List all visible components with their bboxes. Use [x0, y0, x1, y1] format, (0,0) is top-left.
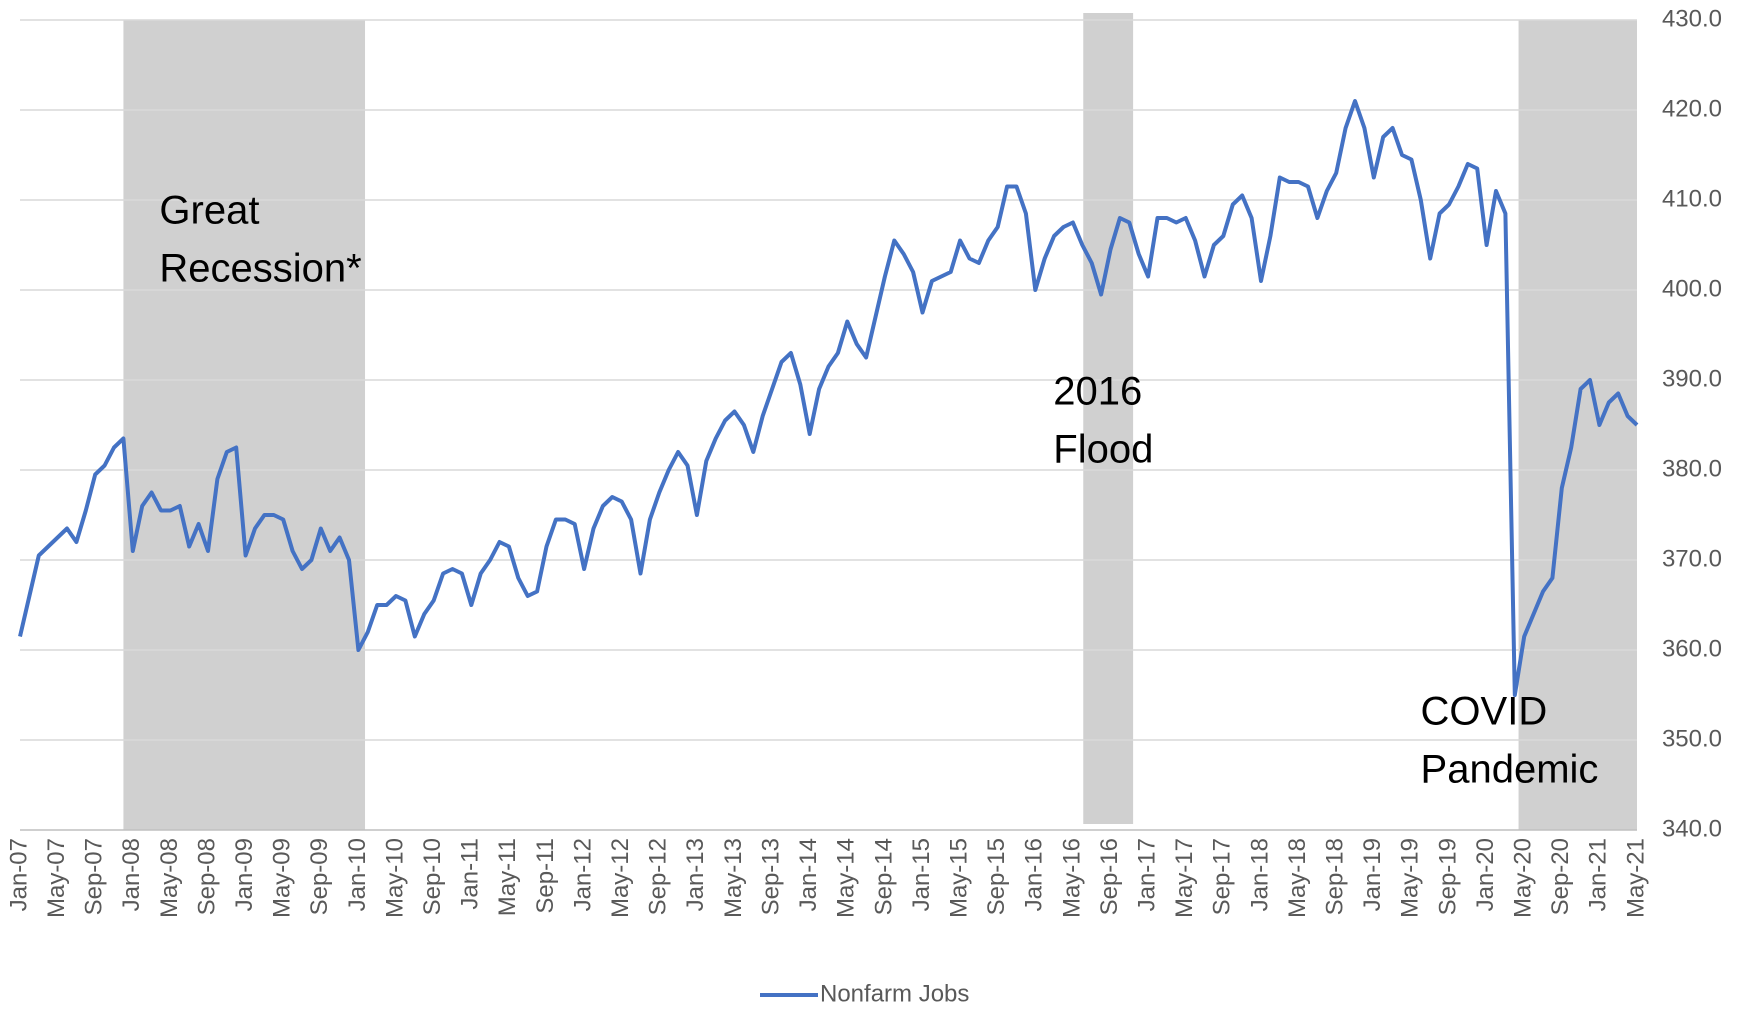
annotation: Pandemic [1421, 748, 1599, 792]
y-tick-label: 380.0 [1662, 455, 1722, 482]
annotation: Great [159, 189, 259, 233]
x-tick-label: Jan-13 [682, 838, 709, 911]
x-tick-label: May-20 [1510, 838, 1537, 918]
x-tick-label: Sep-07 [81, 838, 108, 915]
y-tick-label: 390.0 [1662, 365, 1722, 392]
x-tick-label: Jan-09 [231, 838, 258, 911]
x-tick-label: Jan-20 [1472, 838, 1499, 911]
y-tick-label: 370.0 [1662, 545, 1722, 572]
shaded-period [1083, 13, 1134, 824]
x-tick-label: Jan-21 [1585, 838, 1612, 911]
x-tick-label: Sep-08 [193, 838, 220, 915]
shaded-period [123, 20, 366, 830]
annotation: Flood [1053, 428, 1153, 472]
annotation: COVID [1421, 690, 1548, 734]
y-tick-label: 400.0 [1662, 275, 1722, 302]
x-tick-label: May-21 [1622, 838, 1649, 918]
y-tick-label: 420.0 [1662, 95, 1722, 122]
x-tick-label: Sep-20 [1547, 838, 1574, 915]
x-tick-label: Jan-11 [457, 838, 484, 910]
x-tick-label: Sep-17 [1209, 838, 1236, 915]
x-tick-label: Jan-10 [344, 838, 371, 911]
x-tick-label: Jan-14 [795, 838, 822, 911]
data-line [18, 99, 1639, 697]
x-tick-label: May-17 [1171, 838, 1198, 918]
legend-label: Nonfarm Jobs [820, 980, 969, 1007]
y-tick-label: 340.0 [1662, 815, 1722, 842]
x-tick-label: Sep-18 [1322, 838, 1349, 915]
x-tick-label: Jan-18 [1246, 838, 1273, 911]
x-tick-label: Sep-09 [306, 838, 333, 915]
x-tick-label: May-11 [494, 838, 521, 916]
x-tick-label: Jan-12 [569, 838, 596, 911]
x-tick-label: May-13 [720, 838, 747, 918]
y-tick-label: 410.0 [1662, 185, 1722, 212]
x-tick-label: Jan-15 [908, 838, 935, 911]
y-tick-label: 430.0 [1662, 5, 1722, 32]
x-tick-label: May-08 [156, 838, 183, 918]
x-tick-label: May-12 [607, 838, 634, 918]
x-tick-label: Jan-17 [1133, 838, 1160, 911]
shaded-period [1518, 20, 1637, 830]
x-tick-label: Sep-12 [645, 838, 672, 915]
x-tick-label: May-14 [833, 838, 860, 918]
x-tick-label: Sep-19 [1434, 838, 1461, 915]
y-tick-label: 350.0 [1662, 725, 1722, 752]
x-tick-label: Jan-19 [1359, 838, 1386, 911]
x-tick-label: Sep-10 [419, 838, 446, 915]
x-tick-label: May-16 [1058, 838, 1085, 918]
y-tick-label: 360.0 [1662, 635, 1722, 662]
x-tick-label: May-19 [1397, 838, 1424, 918]
x-tick-label: Sep-11 [532, 838, 559, 914]
annotation: Recession* [159, 247, 361, 291]
x-tick-label: Sep-13 [757, 838, 784, 915]
x-tick-label: Sep-16 [1096, 838, 1123, 915]
x-tick-label: May-15 [945, 838, 972, 918]
x-tick-label: May-10 [381, 838, 408, 918]
x-tick-label: Sep-15 [983, 838, 1010, 915]
annotation: 2016 [1053, 370, 1142, 414]
x-tick-label: May-18 [1284, 838, 1311, 918]
x-tick-label: Sep-14 [870, 838, 897, 915]
x-tick-label: May-09 [269, 838, 296, 918]
x-tick-label: Jan-08 [118, 838, 145, 911]
x-tick-label: Jan-16 [1021, 838, 1048, 911]
x-tick-label: May-07 [43, 838, 70, 918]
x-tick-label: Jan-07 [5, 838, 32, 911]
